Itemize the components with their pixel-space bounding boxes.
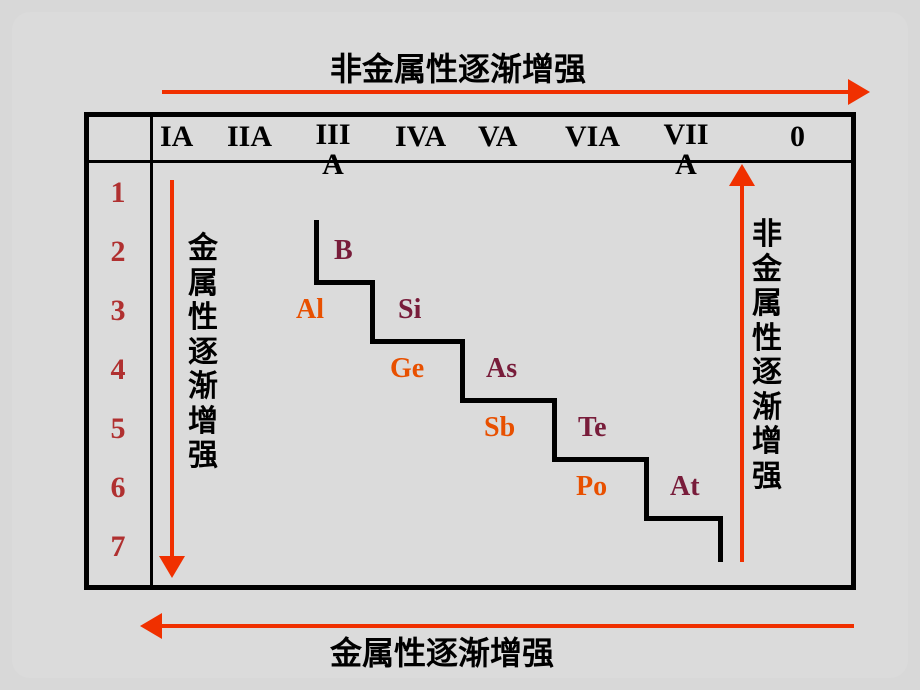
elem-Po: Po	[576, 471, 607, 503]
right-label-text: 非金属性逐渐增强	[752, 218, 782, 493]
left-arrow-head	[159, 556, 185, 578]
bottom-arrow-head	[140, 613, 162, 639]
col-VIA: VIA	[565, 120, 620, 154]
right-label: 非金属性逐渐增强	[752, 218, 782, 494]
elem-Si: Si	[398, 294, 421, 326]
row-6: 6	[88, 471, 148, 505]
elem-As: As	[486, 353, 517, 385]
stair-v4	[552, 398, 557, 457]
stair-h5	[644, 516, 723, 521]
row-5: 5	[88, 412, 148, 446]
bottom-arrow-line	[162, 624, 854, 628]
elem-Sb: Sb	[484, 412, 515, 444]
header-divider	[84, 160, 856, 163]
col-IA: IA	[160, 120, 193, 154]
right-arrow-line	[740, 180, 744, 562]
stair-h2	[370, 339, 465, 344]
left-label-text: 金属性逐渐增强	[188, 232, 218, 472]
top-arrow-head	[848, 79, 870, 105]
stair-v2	[370, 280, 375, 339]
left-label: 金属性逐渐增强	[188, 232, 218, 474]
stair-h3	[460, 398, 557, 403]
left-arrow-line	[170, 180, 174, 562]
col-IIIA: IIIA	[310, 120, 356, 182]
row-2: 2	[88, 235, 148, 269]
col-IVA: IVA	[395, 120, 446, 154]
col-IIA: IIA	[227, 120, 272, 154]
elem-At: At	[670, 471, 700, 503]
elem-Te: Te	[578, 412, 607, 444]
col-0: 0	[790, 120, 805, 154]
stair-v3	[460, 339, 465, 398]
row-7: 7	[88, 530, 148, 564]
col-VIIA-text: VIIA	[663, 120, 708, 180]
top-arrow-line	[162, 90, 854, 94]
stair-h4	[552, 457, 649, 462]
rownum-divider	[150, 112, 153, 590]
col-IIIA-text: IIIA	[315, 120, 350, 180]
elem-B: B	[334, 235, 353, 267]
col-VIIA: VIIA	[663, 120, 709, 182]
elem-Al: Al	[296, 294, 324, 326]
stair-v1	[314, 220, 319, 280]
row-4: 4	[88, 353, 148, 387]
stair-v6	[718, 516, 723, 562]
right-arrow-head	[729, 164, 755, 186]
row-3: 3	[88, 294, 148, 328]
bottom-label: 金属性逐渐增强	[330, 628, 554, 674]
top-label: 非金属性逐渐增强	[330, 44, 586, 90]
stair-h1	[314, 280, 375, 285]
row-1: 1	[88, 176, 148, 210]
stair-v5	[644, 457, 649, 516]
elem-Ge: Ge	[390, 353, 424, 385]
col-VA: VA	[478, 120, 517, 154]
